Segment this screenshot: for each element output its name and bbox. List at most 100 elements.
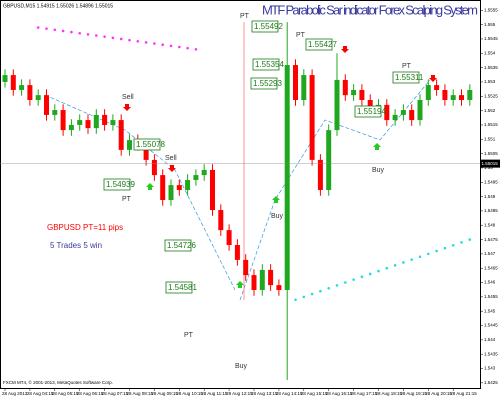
candle-body <box>127 140 132 150</box>
sar-dot <box>377 269 380 273</box>
candle-body <box>168 185 174 201</box>
x-tick-label: 28 Aug 10:15 <box>176 391 203 396</box>
x-tick-label: 28 Aug 06:15 <box>77 391 104 396</box>
sar-dot <box>161 43 164 47</box>
annotation: Buy <box>271 213 284 220</box>
candle-body <box>85 120 91 129</box>
y-tick-label: 1.551 <box>484 136 496 141</box>
annotation: PT <box>122 196 132 203</box>
candle-body <box>193 175 199 180</box>
candle-body <box>68 124 74 131</box>
candle-body <box>226 230 232 246</box>
sar-dot <box>95 34 98 37</box>
sell-arrow <box>123 104 131 111</box>
x-tick-label: 28 Aug 12:15 <box>226 391 253 396</box>
x-tick-label: 28 Aug 2013 <box>2 391 28 396</box>
price-label: 1.55293 <box>253 79 282 88</box>
candle-body <box>409 110 415 121</box>
candle-body <box>351 89 357 96</box>
sar-dot <box>385 266 389 270</box>
candle-body <box>342 79 348 96</box>
x-tick-label: 28 Aug 13:15 <box>251 391 278 396</box>
candle-body <box>317 159 323 190</box>
sar-dot <box>111 36 115 40</box>
y-tick-label: 1.5515 <box>484 122 498 127</box>
sar-dot <box>451 243 455 247</box>
y-tick-label: 1.552 <box>484 108 496 113</box>
sar-dot <box>36 26 40 29</box>
x-tick-label: 28 Aug 16:15 <box>326 391 353 396</box>
annotation: Sell <box>165 155 177 162</box>
price-label-box <box>252 58 280 71</box>
candle-body <box>467 89 473 101</box>
candle-body <box>459 95 464 101</box>
x-tick-label: 28 Aug 17:15 <box>351 391 378 396</box>
candle-body <box>450 95 456 101</box>
x-tick-label: 28 Aug 08:15 <box>127 391 154 396</box>
candle-body <box>44 95 49 115</box>
candle-body <box>367 100 373 111</box>
price-label: 1.55311 <box>395 73 424 82</box>
price-label: 1.55354 <box>255 60 284 69</box>
trend-line <box>44 94 236 291</box>
price-label: 1.54939 <box>106 180 135 189</box>
price-label-box <box>165 281 193 294</box>
price-label: 1.55492 <box>254 22 283 31</box>
candle-body <box>35 95 41 101</box>
sar-dot <box>153 42 156 45</box>
candle-body <box>218 210 224 231</box>
price-label: 1.55078 <box>136 140 165 149</box>
plot-frame <box>0 0 481 389</box>
candle-body <box>268 269 274 286</box>
sar-dot <box>402 261 405 264</box>
candle-body <box>52 110 58 115</box>
candle-body <box>110 120 116 125</box>
candle-body <box>359 89 365 101</box>
candle-body <box>251 275 257 290</box>
sar-dot <box>427 252 430 256</box>
price-label-box <box>133 138 161 151</box>
buy-arrow <box>236 281 244 288</box>
price-label: 1.55194 <box>357 107 386 116</box>
price-label-box <box>164 239 192 252</box>
y-tick-label: 1.544 <box>484 337 496 342</box>
price-label-box <box>354 105 382 118</box>
candle-body <box>293 65 298 101</box>
sar-dot <box>460 241 463 244</box>
annotation: Buy <box>372 167 385 174</box>
candle-body <box>176 185 182 190</box>
sar-dot <box>443 246 447 250</box>
y-tick-label: 1.5485 <box>484 208 498 213</box>
sar-dot <box>410 258 414 261</box>
sar-dot <box>468 238 472 241</box>
y-tick-label: 1.5455 <box>484 294 498 299</box>
x-tick-label: 28 Aug 05:15 <box>52 391 79 396</box>
sar-dot <box>418 255 422 259</box>
price-label: 1.54581 <box>168 283 197 292</box>
y-tick-label: 1.5555 <box>484 8 498 13</box>
candle-body <box>60 110 66 131</box>
y-tick-label: 1.5525 <box>484 93 498 98</box>
sar-dot <box>169 44 173 48</box>
sar-dot <box>335 284 339 287</box>
chart-title: MTF Parabolic Sar indicator Forex Scalpi… <box>262 2 478 17</box>
candle-body <box>93 114 99 129</box>
last-price-box <box>480 159 500 168</box>
sar-dot <box>368 272 372 276</box>
sar-dot <box>360 275 364 279</box>
candle-body <box>392 114 398 121</box>
buy-arrow <box>272 196 280 203</box>
candle-body <box>259 269 265 290</box>
candle-body <box>434 85 440 90</box>
y-tick-label: 1.553 <box>484 79 496 84</box>
sar-dot <box>327 286 331 290</box>
candle-body <box>2 75 8 82</box>
x-tick-label: 28 Aug 07:15 <box>102 391 129 396</box>
x-tick-label: 28 Aug 21:15 <box>450 391 477 396</box>
y-tick-label: 1.546 <box>484 280 496 285</box>
sar-dot <box>194 47 198 51</box>
price-label-box <box>250 77 278 90</box>
candle-body <box>425 85 431 101</box>
